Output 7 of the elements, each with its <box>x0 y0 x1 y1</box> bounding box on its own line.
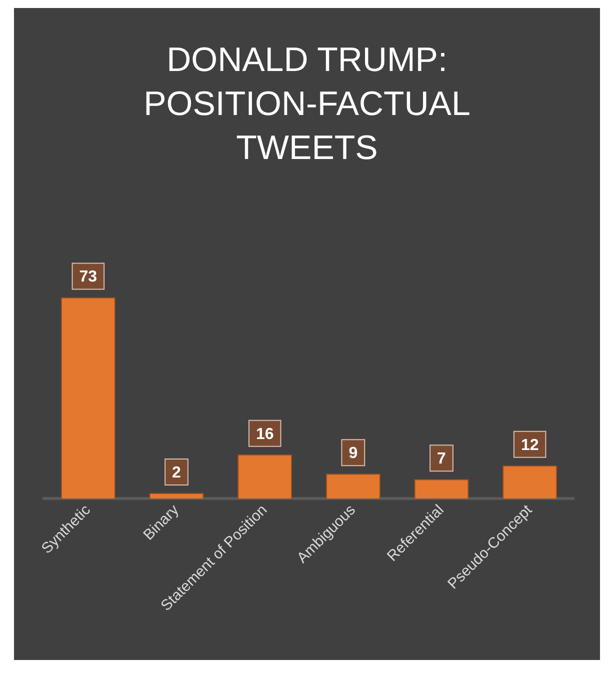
data-label: 2 <box>172 464 182 482</box>
data-label: 7 <box>437 450 446 468</box>
data-label: 9 <box>348 445 358 462</box>
data-label: 12 <box>520 436 539 454</box>
data-label: 73 <box>79 268 98 286</box>
chart-title: DONALD TRUMP: POSITION-FACTUAL TWEETS <box>142 40 472 169</box>
data-label: 16 <box>256 426 274 443</box>
